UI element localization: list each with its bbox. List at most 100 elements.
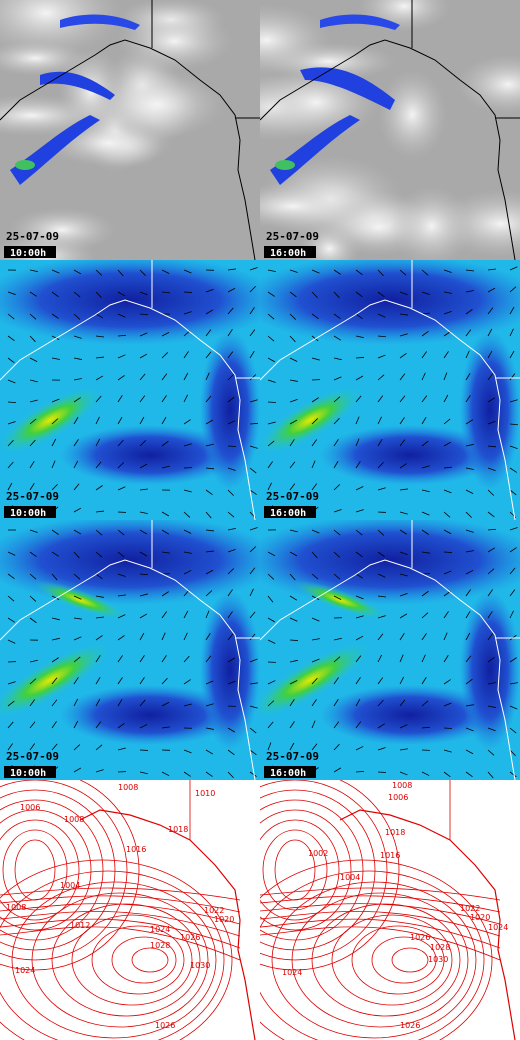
wind-arrow: [355, 529, 363, 536]
wind-arrow: [117, 486, 126, 491]
wind-arrow: [465, 290, 474, 293]
wind-arrow: [311, 658, 320, 663]
wind-arrow: [421, 700, 429, 707]
isobar-label: 1030: [190, 961, 210, 970]
wind-arrow: [487, 611, 493, 619]
wind-arrow: [421, 677, 427, 685]
time-text: 16:00h: [270, 768, 306, 779]
wind-arrow: [51, 460, 56, 469]
wind-arrow: [95, 698, 101, 707]
wind-arrow: [139, 573, 149, 576]
wind-arrow: [421, 654, 426, 663]
wind-arrow: [377, 354, 386, 359]
wind-arrow: [487, 307, 494, 315]
wind-arrow: [249, 445, 258, 449]
time-label: 25-07-09 16:00h: [264, 230, 319, 259]
wind-arrow: [227, 329, 233, 337]
wind-arrow: [51, 743, 58, 751]
wind-arrow: [399, 573, 408, 577]
wind-arrow: [443, 311, 452, 315]
wind-arrow: [227, 307, 234, 315]
wind-arrow: [117, 291, 126, 297]
wind-arrow: [509, 266, 518, 271]
time-label: 25-07-09 10:00h: [4, 750, 59, 779]
wind-arrow: [465, 589, 471, 597]
wind-arrow: [227, 287, 236, 293]
wind-arrow: [139, 313, 149, 316]
wind-arrow: [377, 395, 384, 403]
wind-arrow: [205, 749, 214, 755]
wind-arrow: [443, 570, 452, 575]
wind-arrow: [227, 268, 236, 271]
wind-arrow: [465, 269, 474, 272]
wind-arrow: [355, 313, 363, 320]
wind-arrow: [443, 418, 451, 425]
wind-arrow: [465, 372, 471, 381]
isobar: [371, 936, 437, 984]
wind-arrow: [465, 529, 474, 533]
wind-arrow: [267, 357, 276, 363]
jet-streak: [32, 580, 128, 620]
wind-arrow: [465, 350, 470, 359]
wind-arrow: [399, 373, 406, 381]
coastline: [0, 299, 256, 520]
wind-arrow: [161, 551, 170, 554]
wind-arrow: [377, 416, 382, 425]
isobar: [111, 936, 177, 984]
wind-arrow: [509, 306, 515, 315]
isobar: [391, 947, 429, 973]
isobar-label: 1004: [340, 873, 360, 882]
time-text: 10:00h: [10, 768, 46, 779]
isobar: [260, 780, 388, 961]
wind-arrow: [73, 595, 82, 600]
isobar-label: 1024: [282, 968, 302, 977]
wind-arrow: [205, 569, 214, 575]
wind-arrow: [161, 529, 170, 535]
wind-arrow: [443, 529, 452, 535]
wind-arrow: [377, 461, 384, 469]
wind-arrow: [487, 749, 495, 756]
wind-arrow: [139, 373, 146, 381]
cloud: [390, 186, 474, 260]
isobar-label: 1016: [380, 851, 400, 860]
wind-arrow: [267, 700, 275, 707]
wind-arrow: [73, 460, 79, 469]
time-text: 16:00h: [270, 248, 306, 259]
wind-arrow: [227, 467, 236, 471]
wind-arrow: [73, 529, 82, 535]
wind-arrow: [73, 313, 81, 320]
jet-streak: [292, 580, 388, 620]
wind-arrow: [421, 440, 429, 447]
wind-arrow: [267, 595, 274, 603]
wind-arrow: [399, 654, 404, 663]
low-speed: [320, 685, 500, 745]
time-label: 25-07-09 10:00h: [4, 490, 59, 519]
wind-arrow: [29, 678, 37, 685]
wind-arrow: [509, 373, 516, 381]
wind-arrow: [289, 617, 298, 622]
isobar-label: 1022: [460, 904, 480, 913]
wind-arrow: [509, 399, 518, 403]
map-panel: [260, 520, 520, 780]
wind-arrow: [29, 313, 37, 320]
wind-arrow: [465, 550, 474, 553]
wind-arrow: [443, 394, 449, 403]
wind-arrow: [311, 397, 319, 403]
time-box: [264, 766, 316, 778]
wind-arrow: [267, 721, 274, 729]
wind-arrow: [399, 313, 408, 316]
wind-arrow: [205, 550, 214, 553]
isobar: [260, 926, 501, 961]
wind-arrow: [289, 595, 298, 601]
wind-arrow: [73, 378, 82, 381]
wind-arrow: [487, 467, 496, 471]
wind-arrow: [377, 747, 386, 751]
wind-arrow: [465, 489, 474, 495]
isobar-label: 1028: [430, 943, 450, 952]
wind-arrow: [267, 573, 275, 580]
precip: [320, 14, 400, 30]
isobar-label: 1012: [70, 921, 90, 930]
wind-arrow: [267, 335, 275, 342]
wind-arrow: [399, 333, 408, 337]
wind-arrow: [51, 418, 59, 425]
